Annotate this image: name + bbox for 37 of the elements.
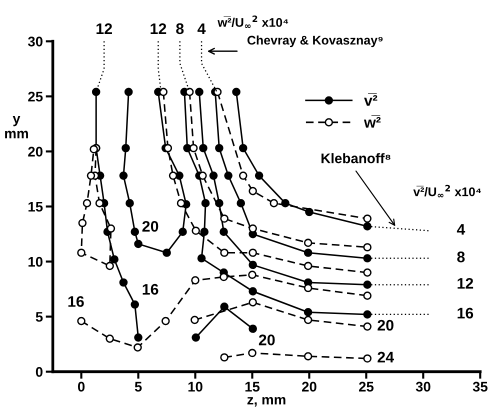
annotation: 20 [258,334,275,346]
annotation: 8 [457,252,465,262]
annotation: Klebanoff⁸ [322,153,390,164]
annotation: 20 [378,320,394,331]
x-tick-label: 20 [302,382,316,392]
text: w̅²/U$_{∞}$$^{2}$ x10⁴ [218,15,288,28]
x-tick-label: 35 [472,382,488,392]
annotation: 16 [458,308,474,319]
annotation: 4 [198,23,206,34]
x-tick-label: 10 [188,382,202,392]
y-tick-label: 25 [28,92,43,102]
annotation: 8 [176,23,184,34]
y-axis-title: y mm [5,116,28,138]
x-tick-label: 15 [245,382,260,392]
annotation: 16 [142,284,158,295]
annotation: 12 [150,23,166,34]
x-tick-label: 5 [134,382,142,392]
annotation: 24 [378,352,394,362]
legend-label: w̅² [364,115,381,128]
y-tick-label: 15 [28,202,43,212]
y-tick-label: 0 [36,367,43,377]
y-tick-label: 30 [28,36,43,46]
annotation: 4 [456,224,466,235]
x-tick-label: 0 [78,382,85,392]
annotation: 12 [458,278,474,289]
x-tick-label: 30 [416,382,430,392]
annotation: 16 [68,296,84,307]
x-tick-label: 25 [358,382,374,392]
annotation: 12 [96,23,112,34]
y-tick-label: 5 [36,312,43,322]
x-axis-title: z, mm [247,396,286,407]
annotation: 20 [142,220,158,232]
annotation: Chevray & Kovasznay⁹ [247,35,383,48]
legend-label: v̅² [364,93,378,106]
y-tick-label: 10 [28,256,43,267]
annotation: v̅²/U$_{∞}$$^{2}$ x10⁴ [413,184,481,198]
y-tick-label: 20 [28,146,43,157]
